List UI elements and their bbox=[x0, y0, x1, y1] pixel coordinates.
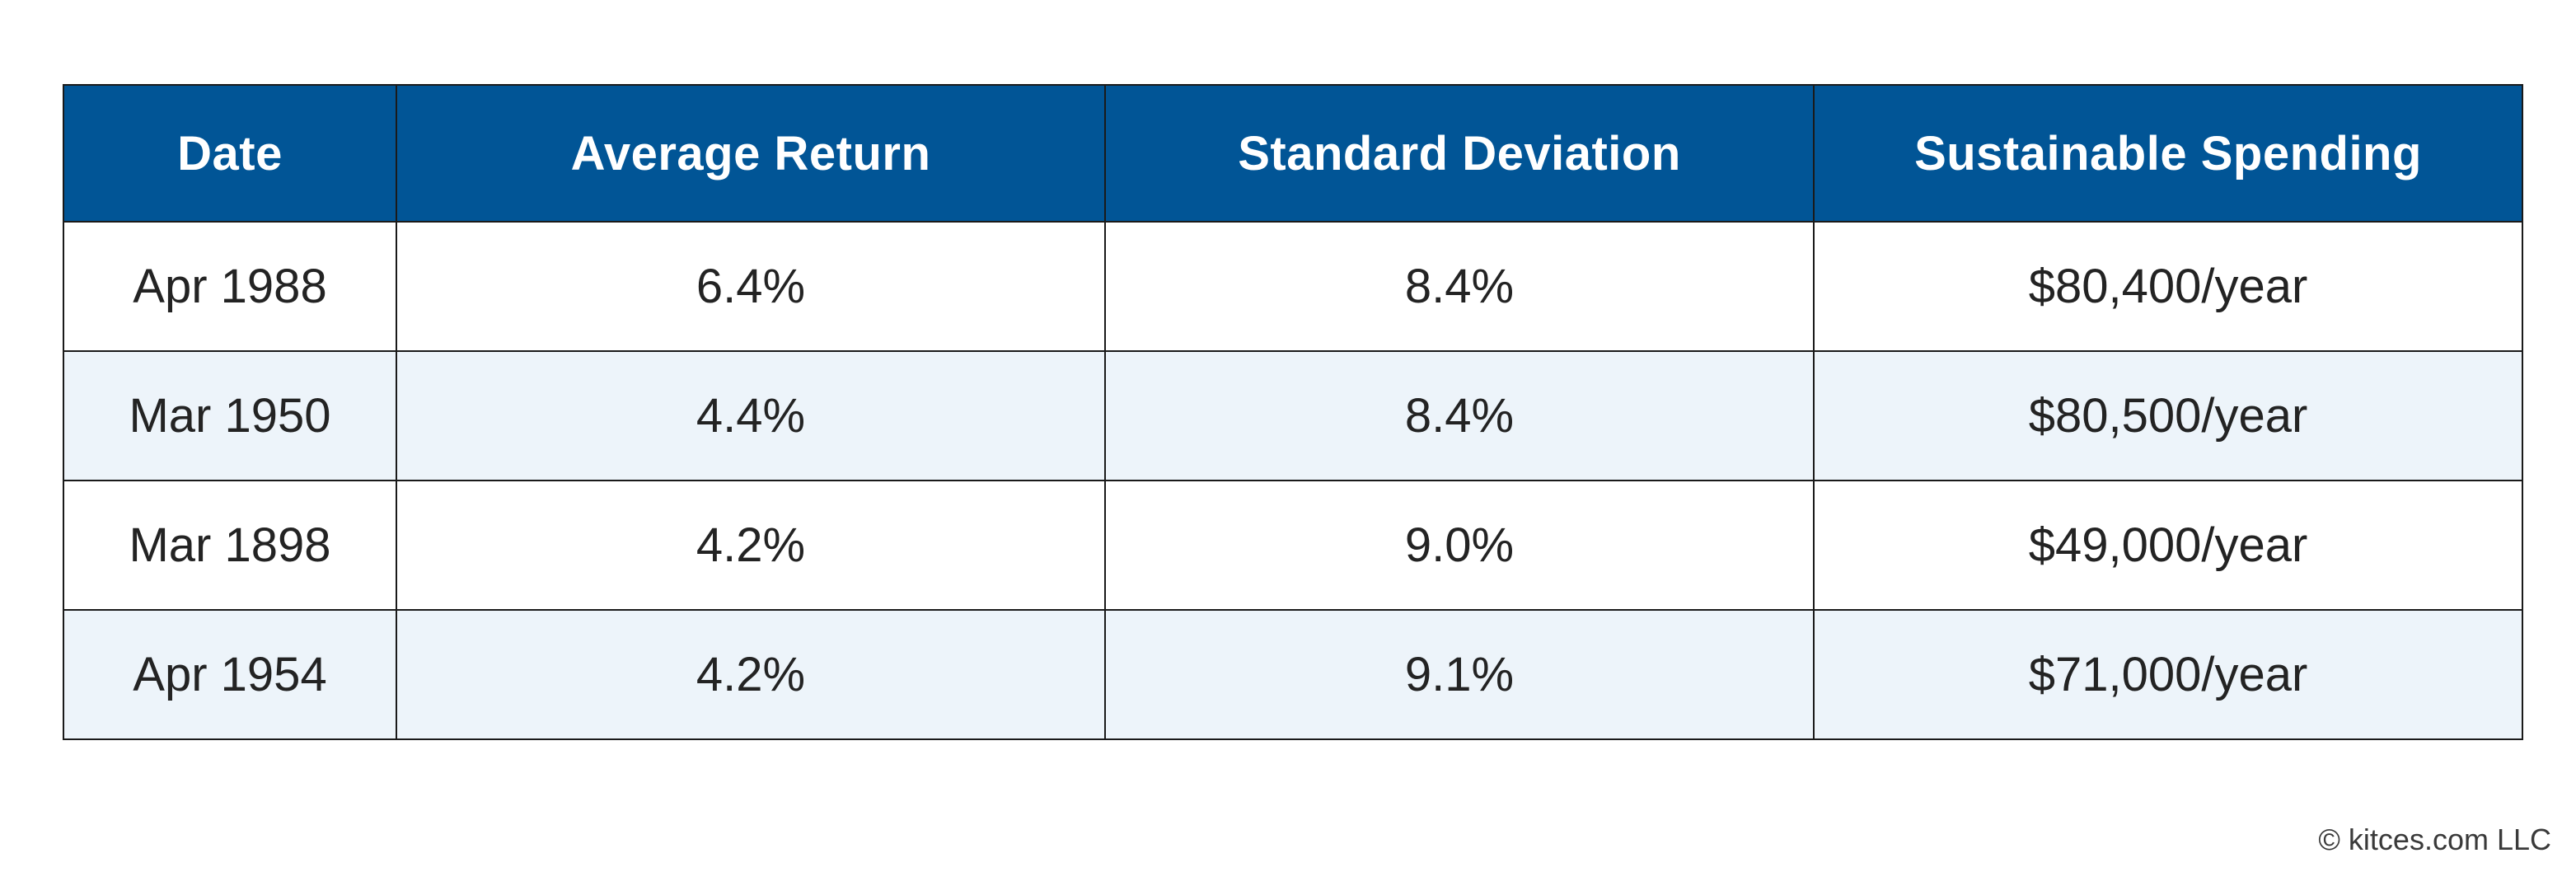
table-row: Mar 1898 4.2% 9.0% $49,000/year bbox=[63, 480, 2523, 611]
cell-date: Mar 1950 bbox=[63, 350, 397, 481]
cell-standard-deviation: 8.4% bbox=[1104, 350, 1815, 481]
cell-date: Apr 1954 bbox=[63, 609, 397, 740]
cell-standard-deviation: 8.4% bbox=[1104, 221, 1815, 352]
table-row: Mar 1950 4.4% 8.4% $80,500/year bbox=[63, 350, 2523, 481]
cell-average-return: 4.2% bbox=[396, 609, 1106, 740]
cell-average-return: 6.4% bbox=[396, 221, 1106, 352]
table-header: Date Average Return Standard Deviation S… bbox=[63, 84, 2523, 223]
cell-sustainable-spending: $80,400/year bbox=[1813, 221, 2523, 352]
cell-sustainable-spending: $71,000/year bbox=[1813, 609, 2523, 740]
table-row: Apr 1988 6.4% 8.4% $80,400/year bbox=[63, 221, 2523, 352]
table-row: Apr 1954 4.2% 9.1% $71,000/year bbox=[63, 609, 2523, 740]
header-average-return: Average Return bbox=[396, 84, 1106, 223]
cell-sustainable-spending: $80,500/year bbox=[1813, 350, 2523, 481]
cell-sustainable-spending: $49,000/year bbox=[1813, 480, 2523, 611]
cell-standard-deviation: 9.1% bbox=[1104, 609, 1815, 740]
cell-average-return: 4.2% bbox=[396, 480, 1106, 611]
cell-date: Mar 1898 bbox=[63, 480, 397, 611]
cell-average-return: 4.4% bbox=[396, 350, 1106, 481]
header-sustainable-spending: Sustainable Spending bbox=[1813, 84, 2523, 223]
cell-date: Apr 1988 bbox=[63, 221, 397, 352]
cell-standard-deviation: 9.0% bbox=[1104, 480, 1815, 611]
header-row: Date Average Return Standard Deviation S… bbox=[63, 84, 2523, 223]
data-table: Date Average Return Standard Deviation S… bbox=[63, 84, 2523, 740]
copyright-notice: © kitces.com LLC bbox=[2318, 823, 2551, 856]
table-body: Apr 1988 6.4% 8.4% $80,400/year Mar 1950… bbox=[63, 221, 2523, 740]
header-date: Date bbox=[63, 84, 397, 223]
header-standard-deviation: Standard Deviation bbox=[1104, 84, 1815, 223]
